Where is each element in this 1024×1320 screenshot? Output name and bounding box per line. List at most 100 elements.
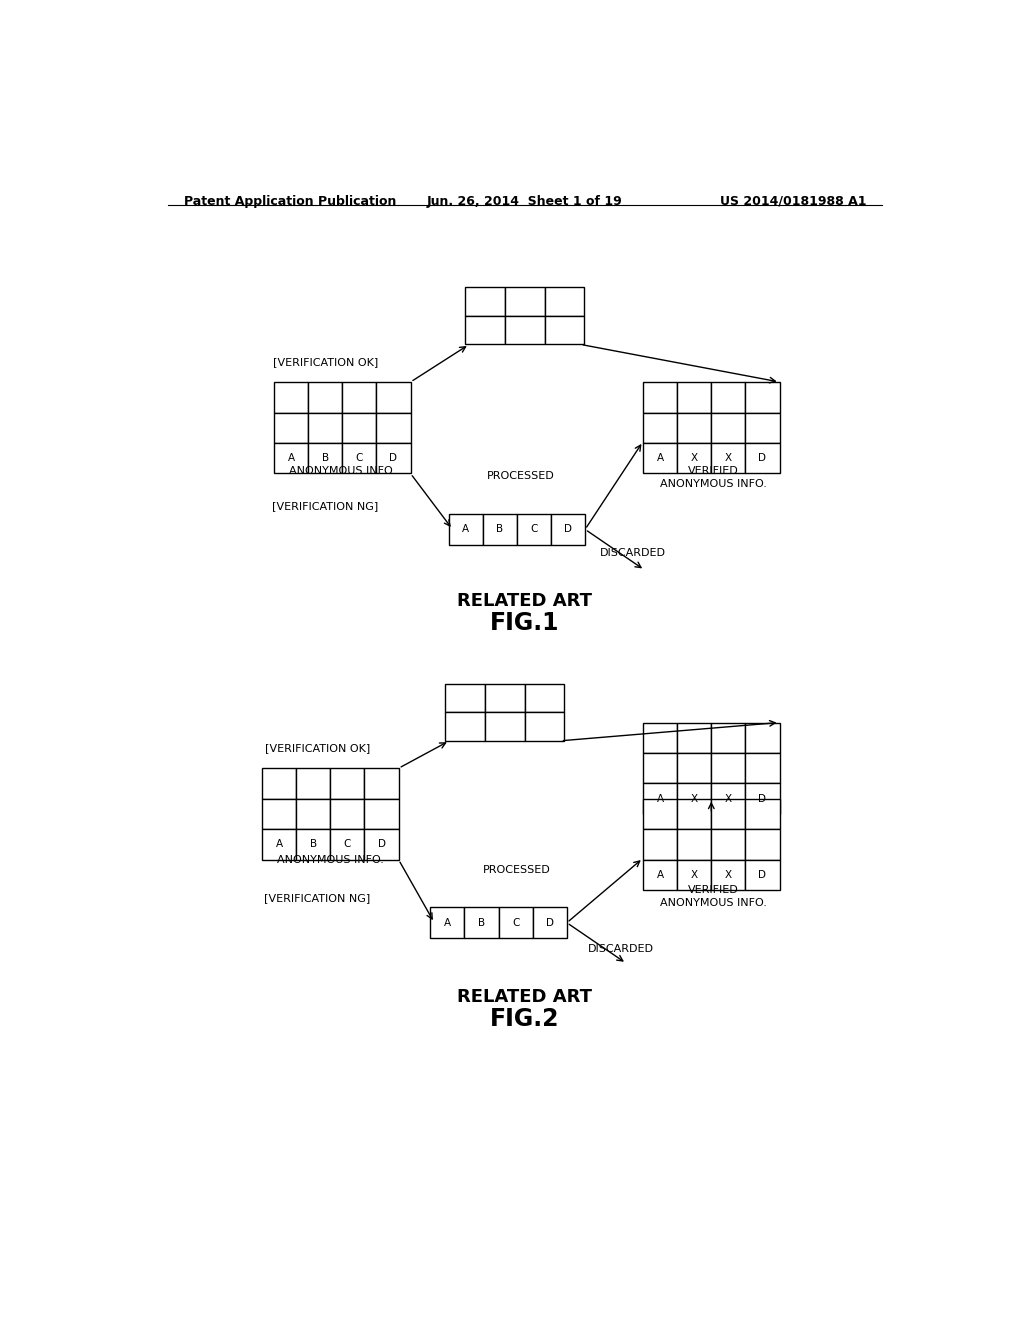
Bar [745, 799, 779, 829]
Bar [365, 829, 398, 859]
Text: X: X [690, 453, 697, 463]
Bar [712, 829, 745, 859]
Text: A: A [275, 840, 283, 850]
Bar [712, 413, 745, 444]
Text: A: A [443, 917, 451, 928]
Text: [VERIFICATION OK]: [VERIFICATION OK] [272, 356, 378, 367]
Bar [677, 784, 712, 814]
Bar [365, 768, 398, 799]
Bar [643, 799, 677, 829]
Bar [677, 722, 712, 752]
Text: X: X [690, 870, 697, 880]
Text: [VERIFICATION OK]: [VERIFICATION OK] [265, 743, 370, 752]
Bar [677, 444, 712, 474]
Bar [499, 907, 532, 939]
Text: RELATED ART: RELATED ART [458, 987, 592, 1006]
Text: FIG.1: FIG.1 [490, 611, 559, 635]
Text: C: C [512, 917, 519, 928]
Bar [342, 381, 377, 412]
Bar [677, 799, 712, 829]
Bar [377, 381, 411, 412]
Text: B: B [322, 453, 329, 463]
Bar [505, 315, 545, 345]
Bar [365, 799, 398, 829]
Text: A: A [656, 453, 664, 463]
Bar [745, 752, 779, 784]
Bar [712, 444, 745, 474]
Bar [643, 829, 677, 859]
Bar [308, 381, 342, 412]
Bar [643, 752, 677, 784]
Bar [551, 513, 585, 545]
Text: D: D [389, 453, 397, 463]
Text: D: D [546, 917, 554, 928]
Bar [505, 288, 545, 315]
Bar [545, 315, 585, 345]
Bar [274, 381, 308, 412]
Bar [677, 829, 712, 859]
Bar [712, 381, 745, 412]
Bar [677, 413, 712, 444]
Text: D: D [564, 524, 572, 535]
Bar [677, 381, 712, 412]
Bar [643, 413, 677, 444]
Text: [VERIFICATION NG]: [VERIFICATION NG] [271, 502, 378, 511]
Bar [342, 413, 377, 444]
Text: C: C [530, 524, 538, 535]
Text: X: X [725, 870, 732, 880]
Bar [296, 829, 331, 859]
Bar [745, 381, 779, 412]
Bar [712, 722, 745, 752]
Text: B: B [497, 524, 504, 535]
Bar [445, 684, 485, 713]
Bar [308, 413, 342, 444]
Bar [262, 829, 296, 859]
Bar [377, 413, 411, 444]
Bar [643, 859, 677, 890]
Bar [274, 444, 308, 474]
Bar [262, 799, 296, 829]
Text: DISCARDED: DISCARDED [588, 944, 654, 954]
Bar [482, 513, 517, 545]
Text: A: A [656, 793, 664, 804]
Bar [745, 413, 779, 444]
Text: RELATED ART: RELATED ART [458, 591, 592, 610]
Text: FIG.2: FIG.2 [490, 1007, 559, 1031]
Bar [331, 768, 365, 799]
Bar [677, 859, 712, 890]
Text: D: D [759, 870, 767, 880]
Bar [745, 722, 779, 752]
Bar [465, 315, 505, 345]
Bar [524, 684, 564, 713]
Bar [331, 829, 365, 859]
Text: ANONYMOUS INFO.: ANONYMOUS INFO. [289, 466, 395, 477]
Bar [377, 444, 411, 474]
Text: A: A [288, 453, 295, 463]
Bar [449, 513, 482, 545]
Text: A: A [656, 870, 664, 880]
Text: DISCARDED: DISCARDED [600, 548, 667, 558]
Bar [712, 752, 745, 784]
Bar [643, 381, 677, 412]
Bar [308, 444, 342, 474]
Text: C: C [355, 453, 364, 463]
Bar [296, 799, 331, 829]
Bar [524, 713, 564, 741]
Bar [532, 907, 567, 939]
Text: X: X [690, 793, 697, 804]
Text: VERIFIED
ANONYMOUS INFO.: VERIFIED ANONYMOUS INFO. [660, 466, 767, 488]
Bar [465, 907, 499, 939]
Text: B: B [478, 917, 485, 928]
Text: A: A [462, 524, 469, 535]
Bar [712, 859, 745, 890]
Bar [430, 907, 465, 939]
Bar [465, 288, 505, 315]
Text: C: C [344, 840, 351, 850]
Bar [274, 413, 308, 444]
Bar [677, 752, 712, 784]
Bar [445, 713, 485, 741]
Text: D: D [759, 793, 767, 804]
Bar [712, 784, 745, 814]
Bar [745, 829, 779, 859]
Text: Patent Application Publication: Patent Application Publication [183, 195, 396, 209]
